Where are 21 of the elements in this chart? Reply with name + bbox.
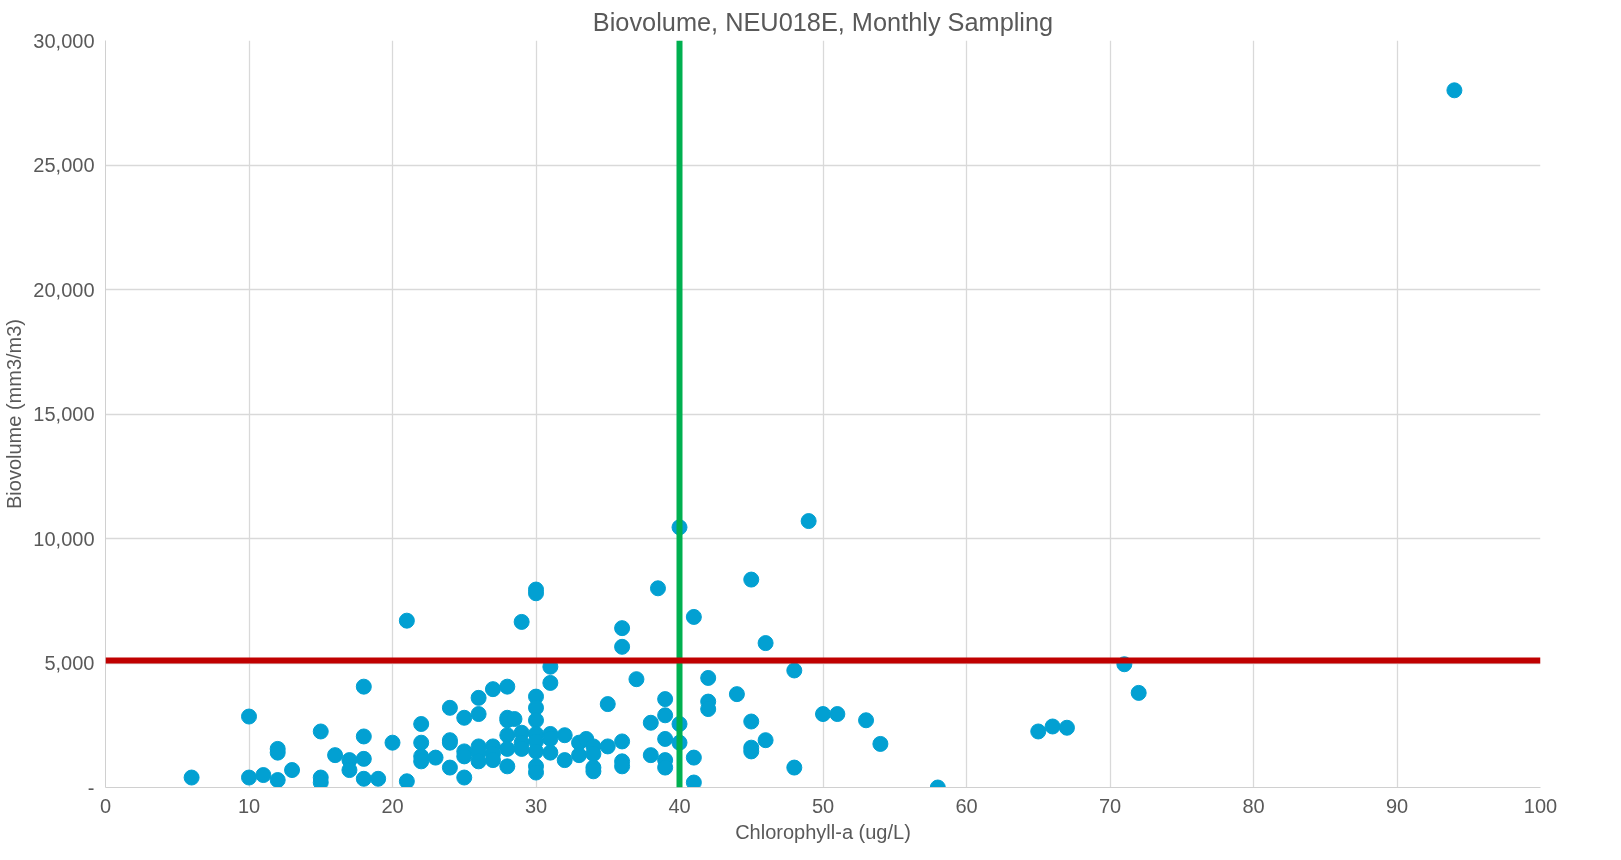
x-tick-label: 50 [811,794,835,817]
y-tick-label: 5,000 [44,652,95,674]
y-tick-label: 20,000 [33,278,95,301]
x-tick-label: 90 [1385,794,1409,817]
y-tick-label: 15,000 [33,403,95,425]
x-tick-label: 60 [955,794,978,817]
x-axis-title: Chlorophyll-a (ug/L) [735,820,911,843]
chart-title: Biovolume, NEU018E, Monthly Sampling [592,7,1054,36]
x-tick-label: 0 [99,794,112,817]
x-tick-label: 10 [237,794,261,817]
x-tick-label: 100 [1523,794,1558,817]
y-tick-label: 10,000 [33,527,95,550]
y-tick-label: 30,000 [33,29,95,52]
y-tick-label: - [87,776,95,799]
x-tick-label: 20 [381,794,404,817]
x-tick-label: 70 [1098,794,1122,817]
y-tick-label: 25,000 [33,154,95,176]
y-axis-title: Biovolume (mm3/m3) [3,318,26,510]
x-tick-label: 40 [668,794,691,817]
x-tick-label: 80 [1242,794,1265,817]
x-tick-label: 30 [524,794,548,817]
